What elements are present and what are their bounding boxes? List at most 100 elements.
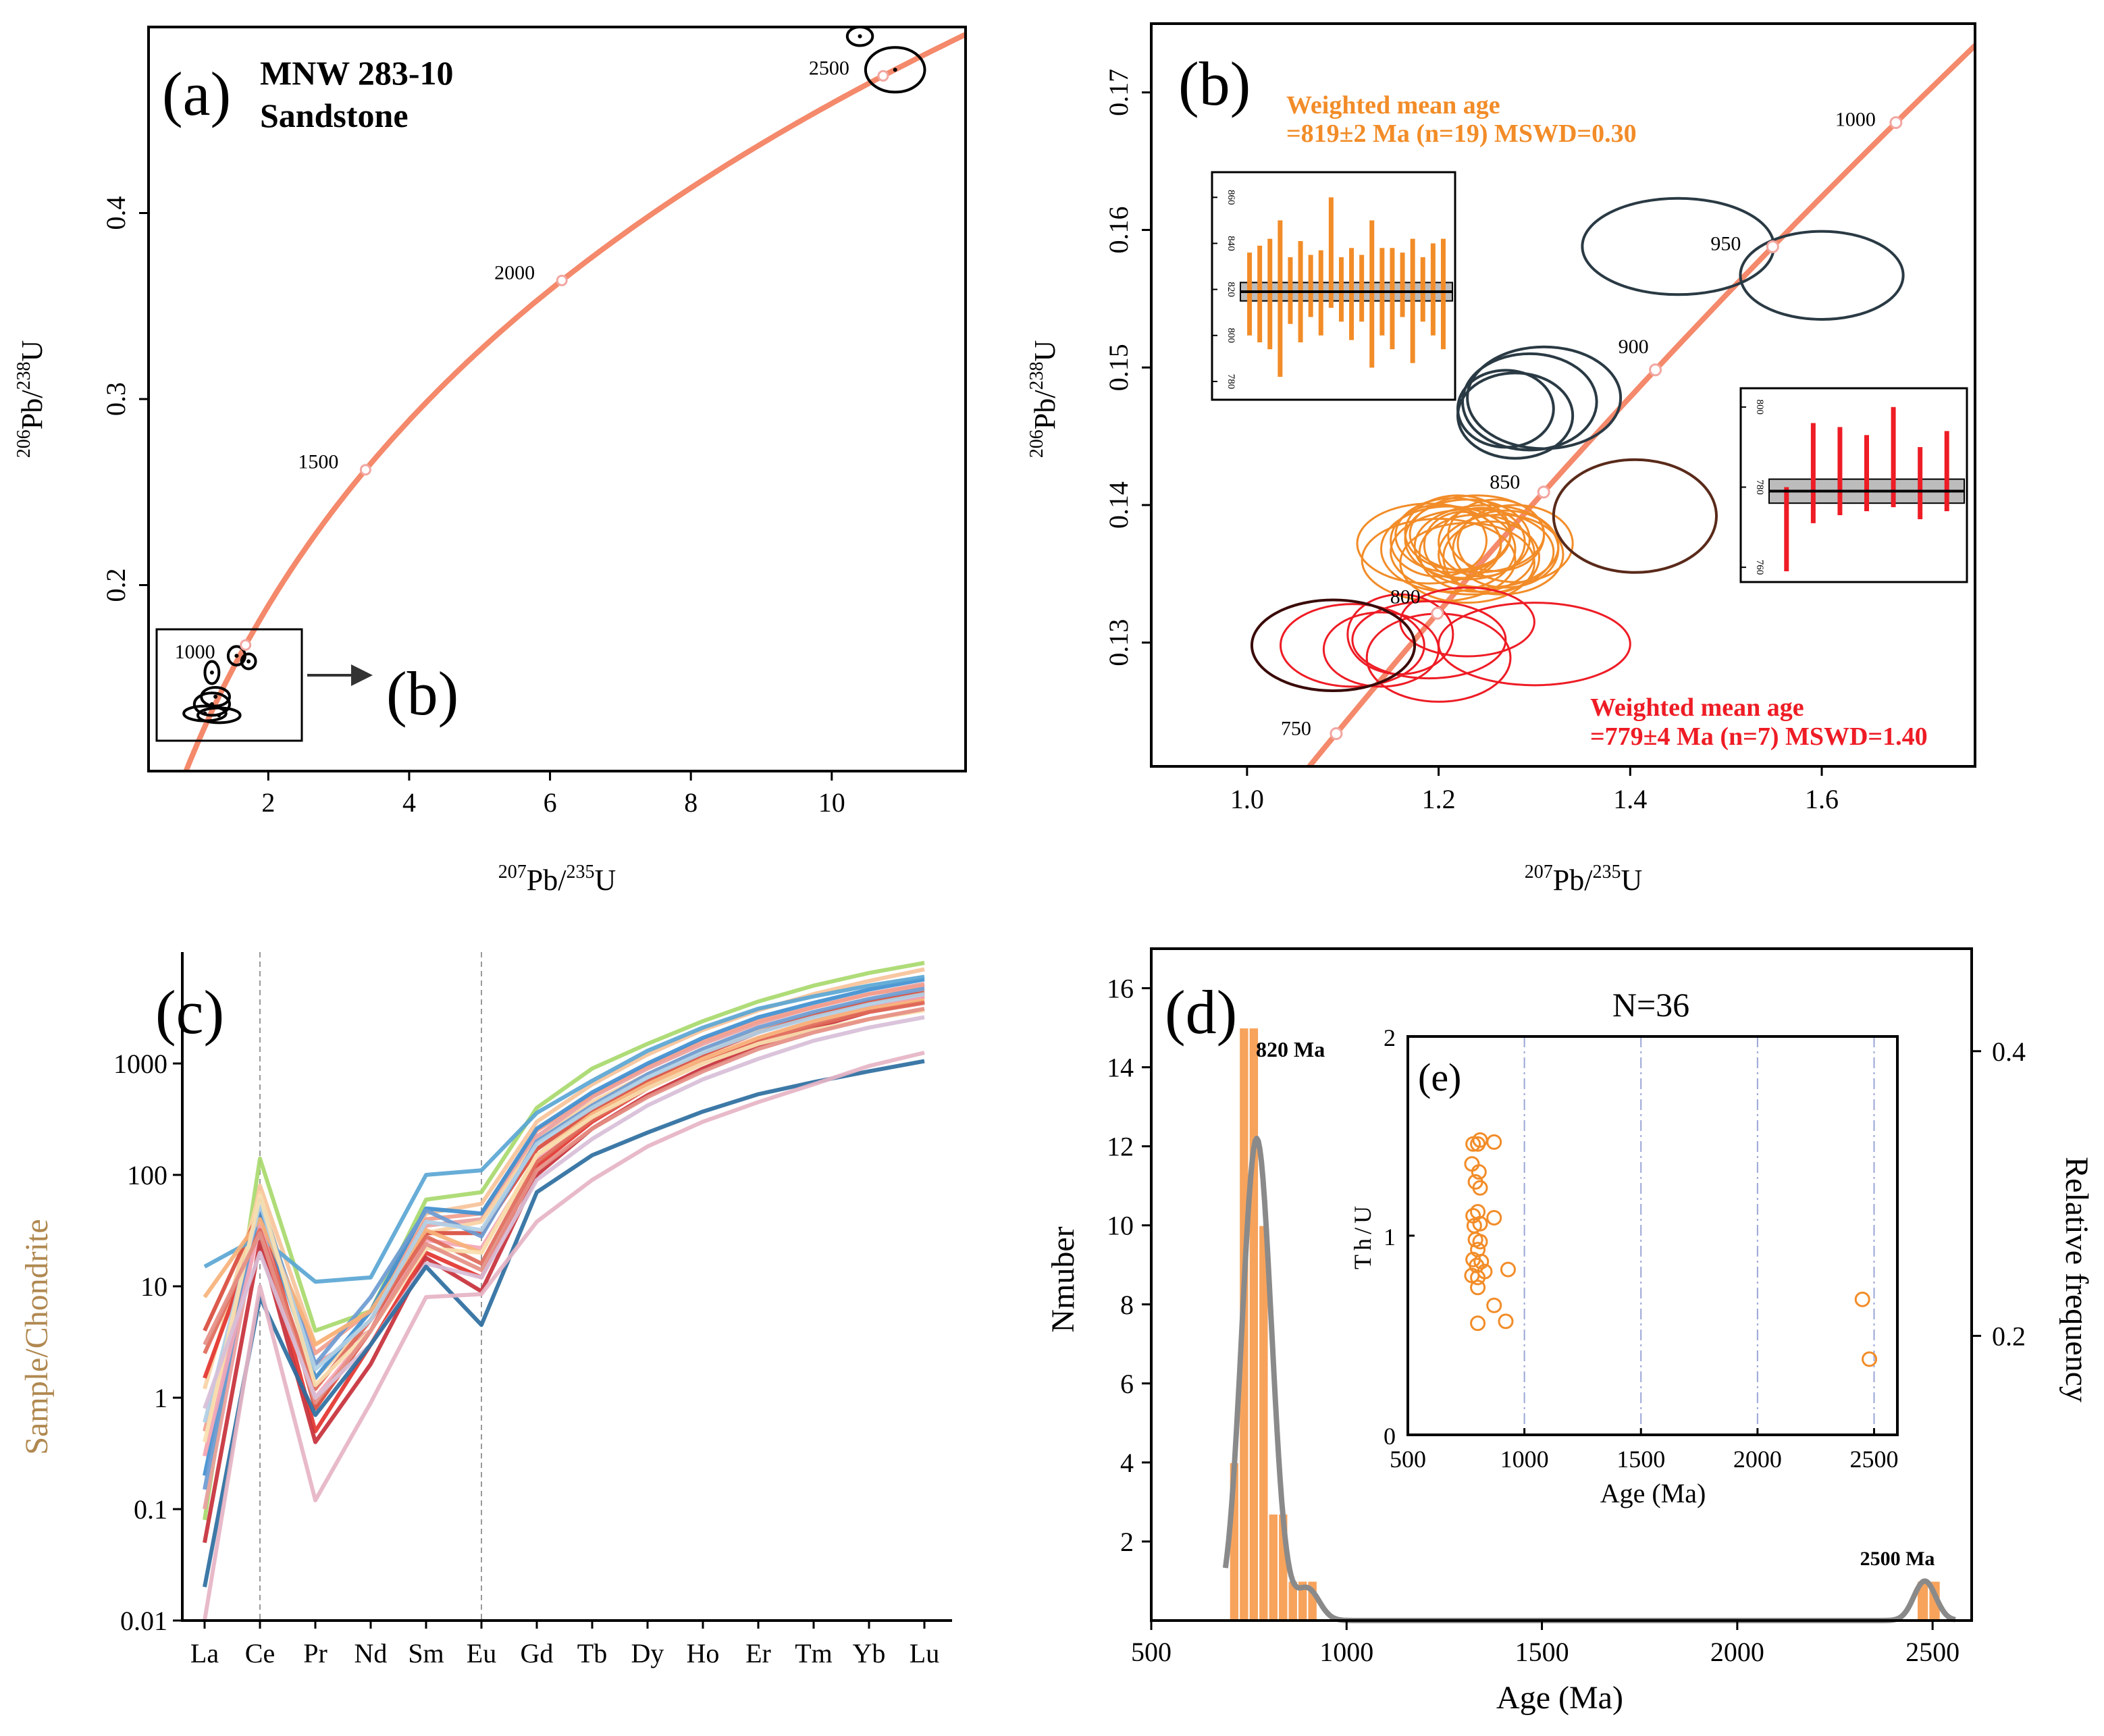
panel-c-y-tick-label: 100 — [127, 1160, 167, 1190]
panel-a-concordia-age-label: 1000 — [175, 641, 215, 663]
panel-b-concordia-age-marker — [1649, 363, 1662, 377]
panel-c-y-tick-label: 1000 — [113, 1049, 167, 1079]
panel-e-data-point — [1477, 1263, 1493, 1280]
panel-a-y-title-sup: 206 — [14, 429, 34, 458]
panel-b-concordia-age-marker — [1889, 116, 1903, 130]
panel-d-y-tick-label: 6 — [1120, 1369, 1134, 1399]
panel-d-histogram-bar — [1267, 1513, 1280, 1622]
panel-b-y-title-sup: 206 — [1026, 429, 1047, 458]
panel-e-letter: (e) — [1418, 1055, 1461, 1099]
panel-b-y-tick-label: 0.14 — [1103, 481, 1134, 529]
panel-e-y-tick-label: 0 — [1384, 1423, 1396, 1450]
panel-e-data-point — [1470, 1204, 1486, 1220]
panel-d-title: N=36 — [1612, 986, 1689, 1024]
panel-b-inset-819-error-bar — [1257, 245, 1263, 343]
panel-a: 1000 1500 2000 2500 2 4 6 8 10 0.2 0.3 0.4 (a) MN… — [14, 26, 967, 897]
panel-c-y-tick-label: 1 — [154, 1383, 167, 1413]
panel-b-x-tick-label: 1.6 — [1805, 784, 1839, 814]
panel-e-data-point — [1862, 1351, 1878, 1367]
panel-b-inset-779-error-bar — [1944, 431, 1949, 512]
panel-b-inset-819-error-bar — [1440, 238, 1446, 350]
panel-b-dark-ellipse — [1739, 230, 1905, 321]
panel-a-concordia-age-marker — [556, 274, 568, 286]
panel-c-x-tick-label: Yb — [853, 1638, 886, 1668]
panel-b-red-ellipse — [1322, 611, 1440, 688]
panel-a-y-tick-label: 0.4 — [101, 196, 131, 230]
panel-b-red-ellipse — [1365, 612, 1512, 703]
panel-a-concordia-age-marker — [359, 464, 371, 476]
panel-a-x-title: 207Pb/235U — [498, 862, 616, 897]
panel-b-inset-819-error-bar — [1247, 253, 1253, 336]
panel-a-data-ellipse-center — [203, 711, 207, 716]
panel-a-zoom-box — [155, 628, 303, 742]
panel-e-plot — [1464, 1036, 1878, 1435]
panel-b-concordia-age-marker — [1330, 727, 1343, 740]
panel-d-letter: (d) — [1165, 978, 1237, 1047]
panel-a-x-ticks: 2 4 6 8 10 — [261, 771, 845, 818]
panel-c-ree-line — [203, 974, 925, 1284]
panel-b-inset-819-error-bar — [1400, 253, 1405, 317]
panel-a-plot: 1000 1500 2000 2500 — [175, 27, 966, 771]
panel-a-x-title-sup2: 235 — [566, 862, 594, 883]
panel-b-y-ticks: 0.13 0.14 0.15 0.16 0.17 — [1103, 69, 1151, 666]
panel-e-data-point — [1498, 1313, 1514, 1330]
panel-b-orange-ellipse — [1390, 504, 1488, 578]
panel-b-inset-819-error-bar — [1267, 238, 1273, 350]
panel-a-data-ellipse-center — [209, 670, 214, 675]
panel-a-y-tick-label: 0.3 — [101, 382, 131, 416]
panel-c-ree-line — [203, 1051, 925, 1621]
panel-b-x-title-sup: 207 — [1525, 862, 1553, 883]
panel-b-x-title: 207Pb/235U — [1525, 862, 1642, 897]
panel-c-ree-line — [203, 1059, 925, 1587]
panel-c-ree-line — [203, 961, 925, 1521]
panel-c-letter: (c) — [155, 978, 224, 1047]
panel-d-kde-curve — [1222, 1135, 1957, 1623]
panel-b-y-tick-label: 0.13 — [1103, 619, 1134, 666]
panel-a-data-ellipse-center — [213, 694, 218, 699]
panel-a-concordia-age-marker — [240, 639, 252, 651]
panel-b-group-819-title: Weighted mean age — [1286, 91, 1500, 120]
panel-d-peak-label-2500: 2500 Ma — [1860, 1548, 1935, 1570]
panel-b-inset-819-tick-label: 800 — [1226, 328, 1236, 344]
panel-d-y-tick-label: 10 — [1107, 1211, 1134, 1241]
panel-b-letter: (b) — [1178, 49, 1251, 118]
panel-b-x-tick-label: 1.0 — [1230, 784, 1264, 814]
panel-e-x-tick-label: 2500 — [1849, 1446, 1898, 1473]
panel-c-x-ticks: La Ce Pr Nd Sm Eu Gd Tb Dy Ho Er Tm Yb Lu — [190, 1621, 939, 1668]
panel-a-concordia-age-marker — [877, 70, 889, 82]
panel-a-concordia-age-label: 2000 — [494, 261, 535, 284]
panel-d-y2-tick-label: 0.4 — [1992, 1036, 2026, 1067]
panel-a-data-ellipse-center — [217, 713, 221, 718]
panel-a-x-title-base: Pb/ — [527, 864, 567, 897]
panel-b-inset-779-error-bar — [1810, 423, 1816, 523]
panel-b-inset-779-error-bar — [1837, 427, 1843, 515]
panel-b-inset-819-error-bar — [1278, 220, 1283, 377]
panel-a-x-title-sup: 207 — [498, 862, 527, 883]
panel-d-y2-title: Relative frequency — [2059, 1157, 2095, 1402]
panel-e-data-point — [1470, 1136, 1486, 1152]
panel-c-x-tick-label: La — [190, 1638, 219, 1668]
panel-c-y-tick-label: 0.01 — [120, 1606, 167, 1636]
panel-b-inset-819-error-bar — [1410, 238, 1415, 363]
panel-d-y-title: Nmuber — [1045, 1226, 1081, 1332]
panel-d-y2-ticks: 0.2 0.4 — [1972, 1036, 2026, 1351]
panel-b-frame — [1150, 22, 1976, 768]
panel-b-dark-ellipse — [1466, 345, 1623, 450]
panel-b-inset-779-error-bar — [1864, 435, 1869, 512]
panel-c-plot — [203, 952, 925, 1621]
panel-c-ree-line — [203, 977, 925, 1476]
panel-b-inset-819-tick-label: 860 — [1226, 190, 1236, 205]
panel-a-data-ellipse — [203, 660, 221, 685]
panel-e-data-point — [1470, 1315, 1486, 1332]
panel-d-y2-tick-label: 0.2 — [1992, 1321, 2026, 1351]
panel-a-y-title: 206Pb/238U — [14, 340, 49, 458]
panel-b-x-ticks: 1.0 1.2 1.4 1.6 — [1230, 766, 1839, 814]
panel-b-inset-819-error-bar — [1338, 257, 1344, 322]
panel-e: 500 1000 1500 2000 2500 0 1 2 (e) Age (Ma) Th/… — [1349, 1024, 1899, 1508]
panel-b-inset-779-tick-label: 800 — [1754, 400, 1765, 415]
panel-e-data-point — [1470, 1280, 1486, 1296]
panel-a-sample-name: MNW 283-10 — [260, 54, 454, 92]
panel-e-x-title: Age (Ma) — [1600, 1478, 1706, 1508]
panel-a-data-ellipse — [864, 46, 926, 94]
